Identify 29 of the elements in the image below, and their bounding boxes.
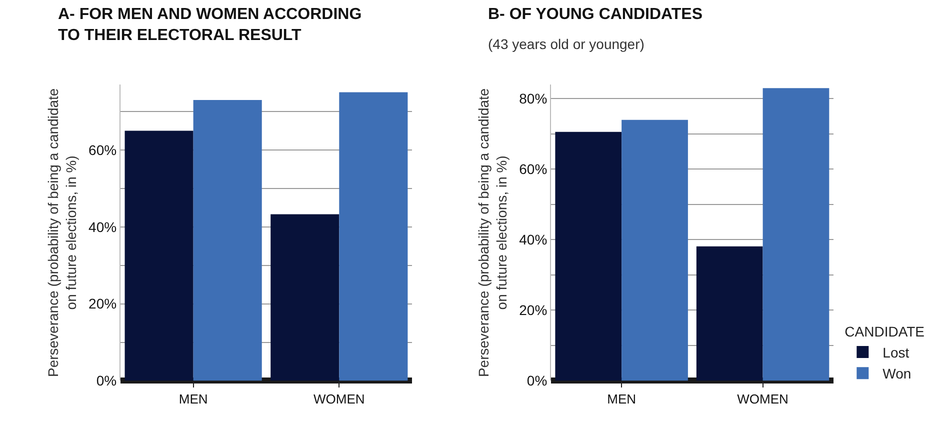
x-tick-label: MEN	[178, 391, 208, 406]
legend-label: Won	[882, 366, 912, 382]
y-tick-label: 0%	[96, 372, 117, 389]
y-axis-title: Perseverance (probability of being a candidate on future elections, in %)	[476, 88, 510, 378]
chart-subtitle: (43 years old or younger)	[488, 36, 644, 52]
y-tick-label: 80%	[519, 90, 548, 107]
legend-title: CANDIDATE	[844, 323, 925, 340]
bar	[555, 132, 622, 381]
bar	[124, 130, 194, 381]
bar	[696, 246, 763, 381]
y-axis-title: Perseverance (probability of being a candidate on future elections, in %)	[44, 88, 80, 378]
x-tick-label: WOMEN	[737, 391, 788, 406]
chart-title: B- OF YOUNG CANDIDATES	[488, 6, 703, 23]
bar	[762, 88, 830, 381]
y-tick-label: 60%	[88, 142, 117, 158]
bar	[270, 214, 340, 381]
y-tick-label: 0%	[526, 372, 548, 389]
y-tick-label: 40%	[88, 218, 117, 235]
y-tick-label: 20%	[88, 296, 117, 312]
x-tick-label: WOMEN	[314, 391, 365, 406]
y-tick-label: 40%	[519, 232, 548, 248]
bar	[193, 100, 262, 381]
bar	[339, 92, 408, 381]
x-tick-label: MEN	[607, 391, 636, 406]
chart-title: A- FOR MEN AND WOMEN ACCORDING TO THEIR ELECTORAL RESULT	[58, 6, 362, 44]
y-tick-label: 20%	[519, 302, 548, 318]
legend-label: Lost	[882, 344, 910, 360]
y-tick-label: 60%	[519, 161, 548, 178]
bar	[622, 120, 688, 381]
